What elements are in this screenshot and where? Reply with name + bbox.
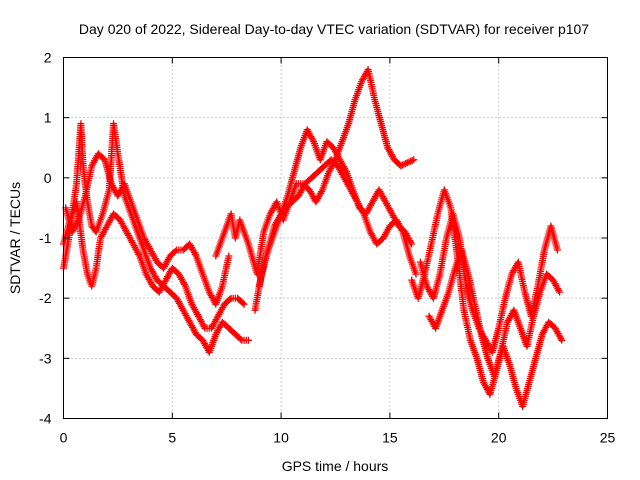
y-tick-label: -3 (39, 350, 52, 366)
data-point (403, 159, 411, 167)
y-tick-label: -4 (39, 411, 52, 427)
ticks: 0 5 10 15 20 25 -4 -3 -2 -1 0 1 2 (39, 50, 615, 446)
data-point (240, 300, 248, 308)
data-point (410, 156, 418, 164)
x-tick-label: 0 (60, 430, 68, 446)
data-point (245, 336, 252, 344)
y-tick-label: -2 (39, 290, 52, 306)
data-points (60, 66, 566, 410)
y-tick-label: 2 (44, 50, 52, 66)
data-point (402, 160, 410, 167)
data-point (397, 162, 405, 170)
y-tick-label: 1 (44, 110, 52, 126)
series-track-b (60, 198, 248, 332)
x-axis-label: GPS time / hours (282, 458, 389, 474)
y-tick-label: 0 (44, 170, 52, 186)
y-tick-label: -1 (39, 230, 52, 246)
grid (63, 57, 608, 419)
data-point (554, 246, 561, 254)
x-tick-label: 10 (273, 430, 289, 446)
data-point (556, 288, 564, 296)
x-tick-label: 5 (168, 430, 176, 446)
series-track-c (62, 150, 233, 308)
x-tick-label: 25 (600, 430, 616, 446)
data-point (225, 252, 233, 260)
series-track-f (255, 156, 420, 290)
y-axis-label: SDTVAR / TECUs (7, 182, 23, 294)
data-point (408, 157, 416, 164)
data-point (226, 295, 234, 303)
data-point (558, 336, 566, 344)
chart-title: Day 020 of 2022, Sidereal Day-to-day VTE… (79, 21, 589, 37)
series-track-i (425, 246, 564, 380)
data-point (407, 157, 415, 165)
x-tick-label: 20 (491, 430, 507, 446)
data-point (239, 299, 247, 307)
x-tick-label: 15 (382, 430, 398, 446)
data-point (237, 335, 245, 343)
data-point (171, 247, 179, 255)
data-point (412, 270, 420, 278)
data-point (398, 161, 406, 169)
